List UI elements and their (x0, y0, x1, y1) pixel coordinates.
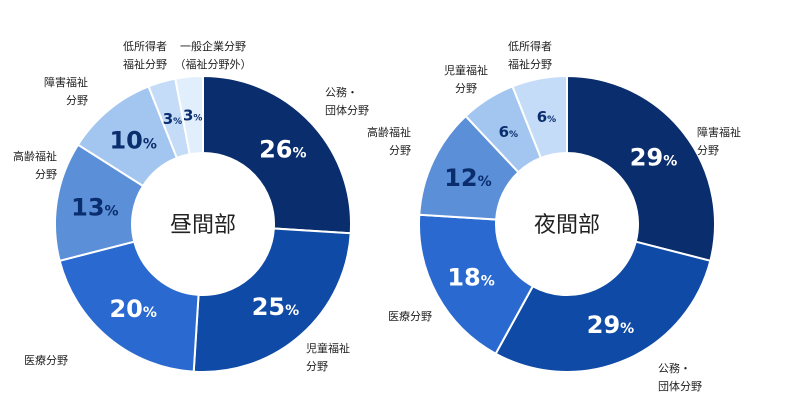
slice-category-line: 団体分野 (658, 379, 702, 393)
slice-category-line: 分野 (697, 144, 719, 157)
slice-category-line: 医療分野 (388, 309, 432, 323)
slice-category-line: 医療分野 (24, 353, 68, 367)
slice-percent-label: 3% (183, 106, 202, 124)
slice-category-line: 分野 (306, 360, 328, 373)
slice-category-label: 一般企業分野 （福祉分野外） (175, 39, 252, 71)
slice-percent-value: 26 (259, 136, 292, 164)
slice-category-line: 福祉分野 (123, 57, 167, 71)
slice-percent-label: 13% (71, 194, 118, 222)
slice-percent-unit: % (143, 136, 157, 152)
slice-category-line: 公務・ (658, 361, 691, 375)
slice-percent-label: 3% (163, 110, 182, 128)
slice-percent-value: 13 (71, 194, 104, 222)
slice-percent-value: 12 (444, 164, 477, 192)
slice-category-label: 公務・団体分野 (325, 85, 369, 117)
slice-percent-label: 6% (537, 108, 556, 126)
chart-center-title: 昼間部 (170, 213, 236, 238)
slice-percent-value: 29 (630, 144, 663, 172)
slice-category-line: 団体分野 (325, 103, 369, 117)
slice-percent-value: 25 (252, 293, 285, 321)
slice-percent-unit: % (478, 174, 492, 190)
slice-percent-label: 12% (444, 164, 491, 192)
donut-slice (202, 74, 352, 235)
slice-category-line: 分野 (389, 144, 411, 157)
slice-percent-label: 25% (252, 293, 299, 321)
slice-category-label: 障害福祉分野 (697, 125, 741, 157)
slice-percent-label: 26% (259, 136, 306, 164)
slice-category-line: （福祉分野外） (175, 57, 252, 71)
slice-percent-label: 10% (109, 126, 156, 154)
slice-category-line: 低所得者 (123, 40, 167, 53)
slice-category-label: 障害福祉分野 (44, 75, 88, 107)
donut-slice (418, 213, 535, 356)
slice-percent-unit: % (193, 113, 202, 123)
slice-category-line: 高齢福祉 (367, 125, 411, 139)
slice-category-line: 福祉分野 (508, 57, 552, 71)
donut-slice (511, 74, 568, 160)
slice-percent-label: 18% (447, 263, 494, 291)
donut-slice (566, 74, 716, 263)
slice-percent-value: 20 (109, 295, 142, 323)
slice-percent-value: 10 (109, 126, 142, 154)
slice-percent-value: 3 (163, 110, 173, 128)
chart-center-title: 夜間部 (534, 213, 600, 238)
slice-percent-unit: % (663, 154, 677, 170)
donut-slice (58, 240, 200, 373)
slice-category-line: 低所得者 (508, 40, 552, 53)
slice-category-line: 児童福祉 (306, 341, 350, 355)
slice-category-line: 分野 (35, 168, 57, 181)
slice-percent-unit: % (143, 305, 157, 321)
slice-category-label: 高齢福祉分野 (13, 149, 57, 181)
slice-percent-unit: % (509, 130, 518, 140)
slice-percent-label: 20% (109, 295, 156, 323)
slice-percent-label: 6% (499, 123, 518, 141)
slice-percent-value: 29 (587, 311, 620, 339)
slice-percent-value: 3 (183, 106, 193, 124)
slice-percent-unit: % (620, 321, 634, 337)
slice-category-line: 分野 (66, 94, 88, 107)
slice-percent-unit: % (105, 204, 119, 220)
slice-category-label: 低所得者福祉分野 (508, 40, 552, 71)
slice-percent-label: 29% (630, 144, 677, 172)
slice-category-line: 障害福祉 (44, 75, 88, 89)
slice-category-label: 公務・団体分野 (658, 361, 702, 393)
slice-category-label: 低所得者福祉分野 (123, 40, 167, 71)
donut-chart-2: 29%障害福祉分野29%公務・団体分野18%医療分野12%高齢福祉分野6%児童福… (367, 40, 741, 393)
slice-category-line: 児童福祉 (444, 63, 488, 77)
slice-percent-unit: % (293, 146, 307, 162)
slice-category-label: 高齢福祉分野 (367, 125, 411, 157)
donut-slice (192, 227, 352, 373)
slice-category-line: 分野 (455, 82, 477, 95)
slice-category-label: 医療分野 (24, 353, 68, 367)
slice-category-line: 公務・ (325, 85, 358, 99)
slice-percent-value: 6 (537, 108, 547, 126)
slice-category-label: 児童福祉分野 (306, 341, 350, 373)
donut-slice (494, 240, 712, 373)
donut-chart-1: 26%公務・団体分野25%児童福祉分野20%医療分野13%高齢福祉分野10%障害… (13, 39, 369, 373)
slice-percent-unit: % (547, 115, 556, 125)
slice-percent-label: 29% (587, 311, 634, 339)
slice-category-label: 医療分野 (388, 309, 432, 323)
slice-category-label: 児童福祉分野 (444, 63, 488, 95)
slice-percent-unit: % (285, 303, 299, 319)
slice-category-line: 障害福祉 (697, 125, 741, 139)
slice-percent-value: 6 (499, 123, 509, 141)
slice-category-line: 高齢福祉 (13, 149, 57, 163)
slice-percent-value: 18 (447, 263, 480, 291)
slice-percent-unit: % (481, 273, 495, 289)
slice-category-line: 一般企業分野 (180, 39, 246, 53)
donut-slice (174, 74, 204, 156)
slice-percent-unit: % (173, 117, 182, 127)
